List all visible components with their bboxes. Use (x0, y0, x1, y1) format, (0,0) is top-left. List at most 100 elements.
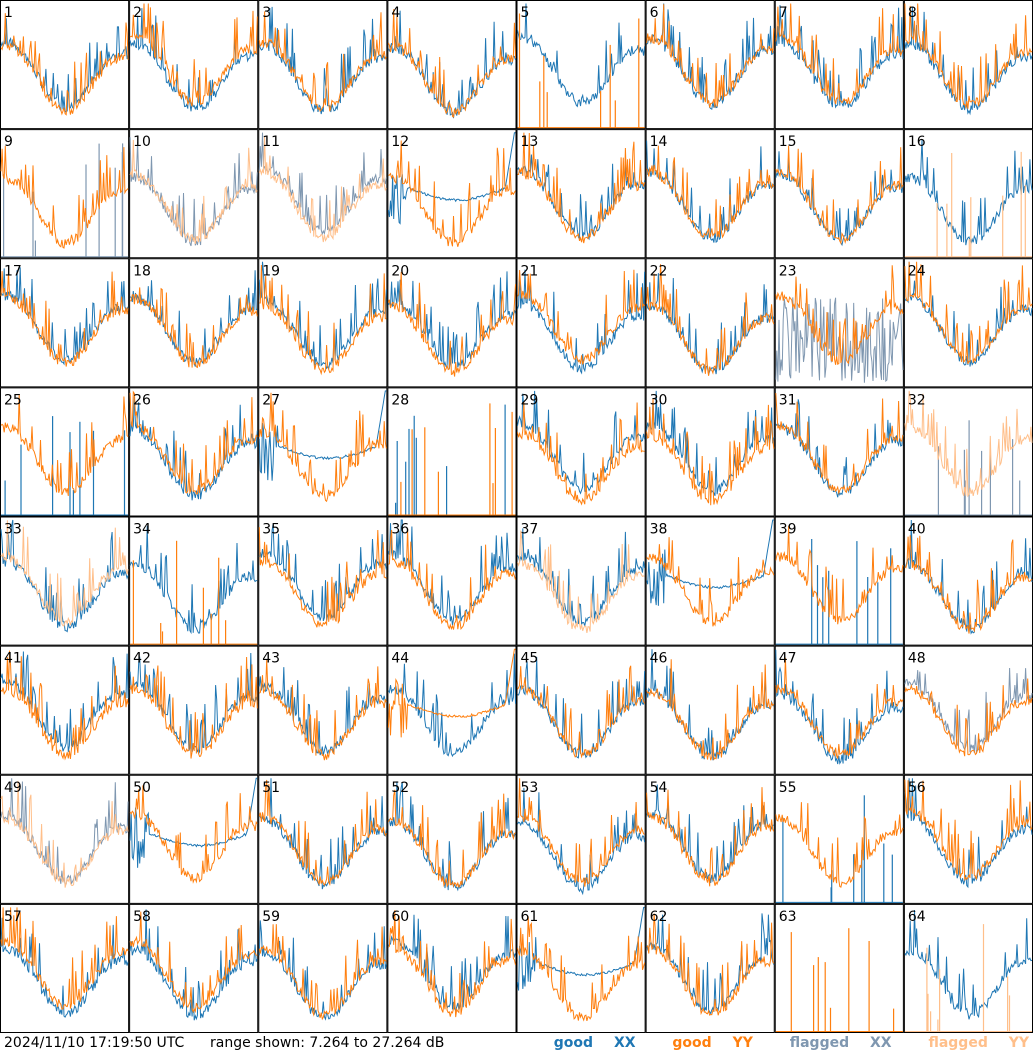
panel-63: 63 (774, 903, 904, 1033)
panel-17: 17 (0, 258, 130, 388)
panel-44: 44 (387, 645, 517, 775)
panel-label: 2 (133, 5, 142, 21)
panel-7: 7 (774, 0, 904, 130)
panel-36: 36 (387, 516, 517, 646)
series-yy (258, 924, 387, 1021)
panel-6: 6 (645, 0, 775, 130)
series-xx (258, 6, 387, 115)
series-xx (775, 649, 904, 765)
panel-25: 25 (0, 387, 130, 517)
series-xx (904, 909, 1033, 1020)
panel-label: 30 (650, 392, 668, 408)
series-yy (904, 779, 1033, 882)
panel-frame (903, 903, 1033, 1033)
series-xx (258, 667, 387, 756)
series-xx (904, 261, 1033, 367)
series-yy (129, 139, 258, 244)
series-yy (129, 656, 258, 759)
panel-33: 33 (0, 516, 130, 646)
series-yy (775, 928, 903, 1032)
series-yy (0, 780, 129, 888)
series-yy (517, 778, 645, 887)
panel-label: 11 (262, 134, 280, 150)
panel-62: 62 (645, 903, 775, 1033)
series-yy (129, 3, 258, 107)
panel-label: 26 (133, 392, 151, 408)
panel-frame (516, 516, 646, 646)
panel-59: 59 (258, 903, 388, 1033)
panel-label: 35 (262, 522, 280, 538)
panel-label: 62 (650, 909, 668, 925)
series-yy (259, 659, 387, 761)
panel-label: 64 (908, 909, 926, 925)
series-xx (129, 396, 258, 501)
panel-frame (129, 387, 259, 517)
legend-flagged-yy-word: flagged (928, 1035, 988, 1051)
panel-label: 61 (521, 909, 539, 925)
panel-23: 23 (774, 258, 904, 388)
series-xx (387, 653, 516, 758)
panel-label: 63 (779, 909, 797, 925)
panel-label: 32 (908, 392, 926, 408)
series-xx (517, 269, 646, 375)
panel-11: 11 (258, 129, 388, 259)
series-yy (517, 13, 645, 129)
series-yy (387, 789, 516, 889)
panel-30: 30 (645, 387, 775, 517)
series-xx (517, 787, 646, 896)
series-yy (775, 392, 904, 496)
series-yy (904, 390, 1033, 498)
series-xx (904, 6, 1033, 116)
panel-18: 18 (129, 258, 259, 388)
series-yy (517, 665, 646, 759)
panel-label: 22 (650, 263, 668, 279)
panel-46: 46 (645, 645, 775, 775)
series-yy (258, 11, 387, 112)
series-yy (646, 787, 775, 887)
panel-label: 60 (391, 909, 409, 925)
range-label: range shown: 7.264 to 27.264 dB (210, 1035, 445, 1051)
series-yy (387, 9, 516, 118)
panel-frame (645, 0, 775, 130)
series-yy (388, 403, 516, 516)
panel-41: 41 (0, 645, 130, 775)
series-yy (646, 659, 775, 761)
panel-56: 56 (903, 774, 1033, 904)
panel-label: 44 (391, 651, 409, 667)
panel-label: 40 (908, 522, 926, 538)
panel-label: 53 (521, 780, 539, 796)
panel-label: 55 (779, 780, 797, 796)
panel-label: 20 (391, 263, 409, 279)
series-yy (0, 13, 129, 116)
panel-12: 12 (387, 129, 517, 259)
series-xx (0, 18, 129, 114)
panel-label: 4 (391, 5, 400, 21)
series-yy (0, 520, 129, 627)
footer-bar: 2024/11/10 17:19:50 UTC range shown: 7.2… (0, 1033, 1033, 1053)
panel-label: 21 (521, 263, 539, 279)
series-yy (775, 145, 904, 246)
series-yy (904, 3, 1033, 110)
panel-21: 21 (516, 258, 646, 388)
series-xx (258, 524, 387, 622)
panel-15: 15 (774, 129, 904, 259)
series-xx (517, 656, 646, 759)
panel-frame (516, 0, 646, 130)
panel-label: 57 (4, 909, 22, 925)
panel-label: 51 (262, 780, 280, 796)
series-yy (775, 265, 904, 365)
panel-label: 16 (908, 134, 926, 150)
series-xx (0, 267, 129, 366)
panel-frame (129, 258, 259, 388)
panel-50: 50 (129, 774, 259, 904)
panel-31: 31 (774, 387, 904, 517)
panel-5: 5 (516, 0, 646, 130)
series-yy (388, 528, 516, 631)
series-yy (517, 269, 646, 365)
panel-19: 19 (258, 258, 388, 388)
timestamp-label: 2024/11/10 17:19:50 UTC (4, 1035, 185, 1051)
series-xx (0, 917, 129, 1018)
series-yy (0, 271, 129, 367)
panel-frame (645, 258, 775, 388)
